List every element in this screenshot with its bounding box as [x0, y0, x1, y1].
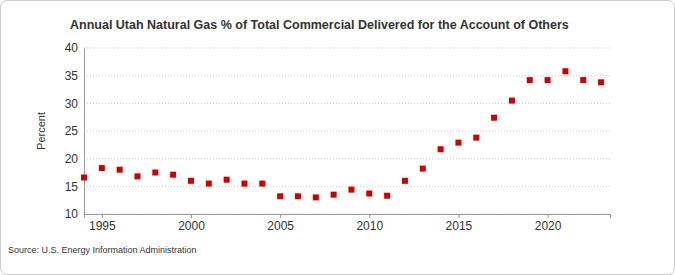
point: [580, 77, 586, 83]
axis-line: [85, 215, 611, 219]
tick-label: 10: [65, 207, 79, 221]
point: [509, 98, 515, 104]
tick-label: 40: [65, 41, 79, 55]
tick: 1995: [89, 214, 116, 233]
point: [170, 172, 176, 178]
tick-mark: [191, 214, 192, 218]
grid-line: [84, 186, 610, 187]
point: [438, 146, 444, 152]
tick-mark: [369, 214, 370, 218]
tick: 20: [65, 152, 84, 166]
point: [259, 181, 265, 187]
tick: 2000: [178, 214, 205, 233]
point: [527, 77, 533, 83]
point: [313, 194, 319, 200]
tick-label: 25: [65, 124, 79, 138]
point: [366, 191, 372, 197]
point: [241, 181, 247, 187]
point: [384, 193, 390, 199]
tick: 40: [65, 41, 84, 55]
point: [152, 170, 158, 176]
grid-line: [84, 131, 610, 132]
tick: 2005: [267, 214, 294, 233]
point: [277, 193, 283, 199]
point: [81, 174, 87, 180]
x-axis: 1995 2000 2005 2010 2015 2020: [85, 214, 611, 233]
axis-line: [84, 49, 85, 215]
point: [545, 77, 551, 83]
tick-label: 20: [65, 152, 79, 166]
point: [562, 68, 568, 74]
tick-mark: [102, 214, 103, 218]
tick: 10: [65, 207, 84, 221]
tick-label: 2020: [535, 219, 562, 233]
grid-line: [84, 48, 610, 49]
point: [295, 193, 301, 199]
tick: 35: [65, 69, 84, 83]
tick: 30: [65, 97, 84, 111]
point: [491, 115, 497, 121]
source: Source: U.S. Energy Information Administ…: [8, 245, 197, 255]
point: [117, 167, 123, 173]
tick-mark: [458, 214, 459, 218]
grid-line: [84, 75, 610, 76]
point: [420, 166, 426, 172]
point: [206, 181, 212, 187]
point: [331, 192, 337, 198]
y-axis-title: Percent: [35, 112, 47, 150]
tick: 2020: [535, 214, 562, 233]
point: [99, 165, 105, 171]
y-axis: 10 15 20 25 30 35 40: [65, 41, 85, 221]
point: [348, 187, 354, 193]
tick-mark: [548, 214, 549, 218]
grid-line: [84, 103, 610, 104]
title: Annual Utah Natural Gas % of Total Comme…: [70, 18, 569, 32]
tick-label: 30: [65, 97, 79, 111]
point: [188, 178, 194, 184]
point: [455, 140, 461, 146]
tick-label: 2010: [356, 219, 383, 233]
tick-label: 2015: [446, 219, 473, 233]
tick-label: 1995: [89, 219, 116, 233]
point: [473, 135, 479, 141]
tick-label: 2005: [267, 219, 294, 233]
tick: 2010: [356, 214, 383, 233]
point: [598, 79, 604, 85]
point: [224, 177, 230, 183]
points: [81, 68, 604, 200]
background: [1, 1, 675, 275]
tick: 2015: [446, 214, 473, 233]
grid: [84, 48, 610, 214]
tick: 25: [65, 124, 84, 138]
tick-label: 2000: [178, 219, 205, 233]
tick-mark: [280, 214, 281, 218]
tick-label: 35: [65, 69, 79, 83]
point: [402, 178, 408, 184]
tick: 15: [65, 180, 84, 194]
point: [134, 173, 140, 179]
tick-label: 15: [65, 180, 79, 194]
grid-line: [84, 158, 610, 159]
